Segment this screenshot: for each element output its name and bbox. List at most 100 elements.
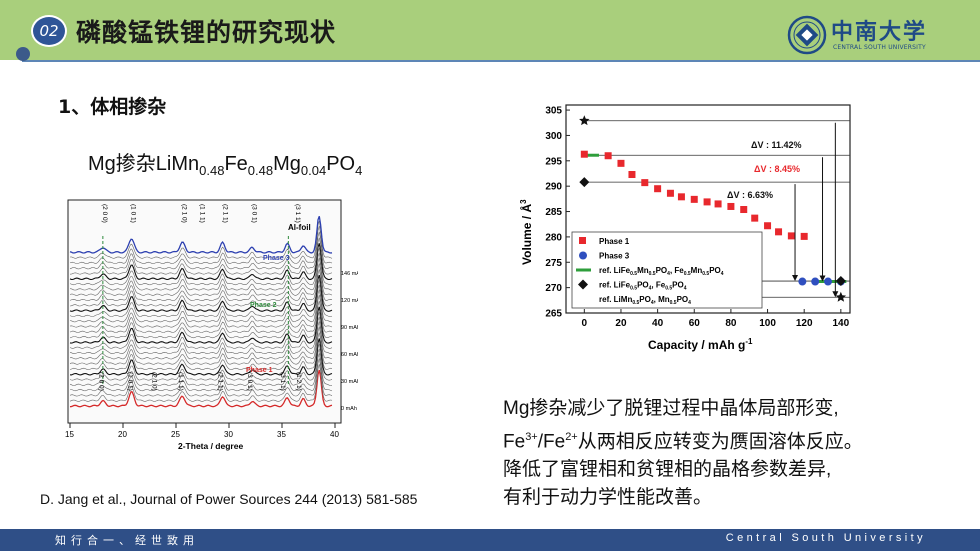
chart-x-tick-label: 20 [615,318,627,329]
chart-y-tick-label: 280 [545,232,562,243]
chart-x-tick-label: 0 [582,318,588,329]
formula-fe: Fe [224,153,248,175]
chart-point-phase1 [690,195,698,203]
header-dot [16,47,30,61]
xrd-trace [69,289,333,328]
xrd-trace [69,369,333,408]
xrd-x-tick-label: 20 [118,430,127,439]
chart-point-phase1 [666,189,674,197]
logo-name-cn: 中南大学 [831,19,928,45]
header-divider [22,60,980,62]
formula-sub-mn: 0.48 [199,163,225,178]
summary-line-1: Mg掺杂减少了脱锂过程中晶体局部形变, [503,398,839,419]
chart-dv-arrowhead [819,275,826,282]
xrd-hkl-label: (3 0 1) [250,204,257,223]
section-number-badge: 02 [31,15,67,47]
chart-legend-box [571,231,763,309]
chart-point-phase1 [764,222,772,230]
chart-y-tick-label: 305 [545,106,562,117]
xrd-x-axis-label: 2-Theta / degree [178,441,243,451]
xrd-al-foil-label: Al-foil [288,223,311,232]
formula-po: PO [326,153,356,175]
chart-point-phase1 [800,232,808,240]
chart-point-star [579,115,590,126]
xrd-trace [69,316,333,355]
chart-x-tick-label: 140 [832,318,849,329]
legend-marker [578,279,588,290]
xrd-hkl-label: (2 1 0) [180,204,187,223]
chart-annotations: ΔV : 11.42% ΔV : 8.45% ΔV : 6.63% [727,122,839,298]
formula-mg: Mg [273,153,301,175]
summary-line-4: 有利于动力学性能改善。 [503,487,713,509]
chart-x-tick-label: 60 [689,318,701,329]
chart-point-phase1 [775,228,783,236]
chart-point-phase1 [727,202,735,210]
xrd-capacity-label: 0 mAh g-1 [341,404,358,412]
university-logo: 中南大学 CENTRAL SOUTH UNIVERSITY [787,14,935,58]
legend-label: Phase 1 [599,237,630,246]
chart-point-phase3 [798,277,807,286]
xrd-hkl-label: (3 0 1) [246,372,253,391]
chart-point-diamond [579,177,590,188]
xrd-hkl-label: (1 0 1) [126,372,133,391]
legend-marker [579,237,586,244]
xrd-hkl-label: (1 1 1) [198,204,205,223]
chart-dv-arrowhead [832,291,839,298]
chart-x-tick-label: 80 [725,318,737,329]
summary-line-3: 降低了富锂相和贫锂相的晶格参数差异, [503,459,832,481]
volume-chart: 0 20 40 60 80 100 120 140 265 270 275 280 285 290 295 3… [519,104,851,352]
xrd-capacity-label: 30 mAh g-1 [341,377,358,385]
xrd-hkl-label: (2 1 1) [216,372,223,391]
chart-x-tick-label: 40 [652,318,664,329]
xrd-figure: 15 20 25 30 35 40 Al-foil Phase 3 Phase 2 Pha… [65,199,358,451]
chart-legend: Phase 1 Phase 3 ref. LiFe0.5Mn0.5PO4, Fe0.… [571,231,763,309]
xrd-x-tick-label: 25 [171,430,180,439]
xrd-hkl-label: (1 0 1) [129,204,136,223]
xrd-trace [69,321,333,360]
xrd-frame [67,199,342,424]
chart-point-phase1 [617,159,625,167]
chart-point-phase1 [740,206,748,214]
citation: D. Jang et al., Journal of Power Sources… [40,491,418,507]
chart-point-phase1 [751,214,759,222]
xrd-trace [69,215,333,254]
chart-point-phase1 [714,200,722,208]
legend-label: ref. LiMn0.5PO4, Mn0.5PO4 [599,295,691,306]
chart-y-tick-label: 285 [545,207,562,218]
chart-point-phase1 [628,171,636,179]
chart-point-phase3 [824,277,833,286]
chart-point-phase1 [703,198,711,206]
chart-y-axis-label: Volume / Å3 [519,199,534,265]
xrd-trace [69,220,333,259]
xrd-phase1-label: Phase 1 [246,367,273,374]
xrd-phase2-label: Phase 2 [250,302,277,309]
chart-point-phase1 [654,185,662,193]
xrd-x-tick-label: 40 [330,430,339,439]
xrd-x-tick-label: 35 [277,430,286,439]
xrd-capacity-labels: 146 mAh g-1 120 mAh g-1 90 mAh g-1 60 mAh g… [341,269,358,412]
xrd-hkl-label: (2 1 0) [151,372,158,391]
xrd-capacity-label: 146 mAh g-1 [341,269,358,277]
xrd-capacity-label: 90 mAh g-1 [341,323,358,331]
chart-dv-label: ΔV : 8.45% [754,164,800,174]
xrd-hkl-label: (1 2 1) [295,372,302,391]
summary-paragraph: Mg掺杂减少了脱锂过程中晶体局部形变, Fe3+/Fe2+从两相反应转变为赝固溶… [503,395,963,512]
chart-y-tick-label: 295 [545,156,562,167]
chart-x-axis-label: Capacity / mAh g-1 [648,337,753,352]
page-title: 磷酸锰铁锂的研究现状 [76,18,337,47]
xrd-trace [69,312,333,349]
chart-x-tick-label: 100 [759,318,776,329]
chart-axis-ticks: 0 20 40 60 80 100 120 140 265 270 275 280 285 290 295 3… [545,106,849,329]
chart-point-phase1 [580,150,588,158]
chart-point-phase3 [811,277,820,286]
footer-bar: 知行合一、经世致用 Central South University [0,529,980,551]
xrd-capacity-label: 120 mAh g-1 [341,296,358,304]
xrd-hkl-label: (3 1 1) [294,204,301,223]
xrd-x-tick-label: 30 [224,430,233,439]
legend-label: ref. LiFe0.5PO4, Fe0.5PO4 [599,281,687,292]
footer-motto: 知行合一、经世致用 [55,534,199,547]
xrd-traces [69,215,333,408]
xrd-phase3-label: Phase 3 [263,255,290,262]
chart-dv-label: ΔV : 11.42% [751,140,802,150]
chart-y-tick-label: 275 [545,258,562,269]
